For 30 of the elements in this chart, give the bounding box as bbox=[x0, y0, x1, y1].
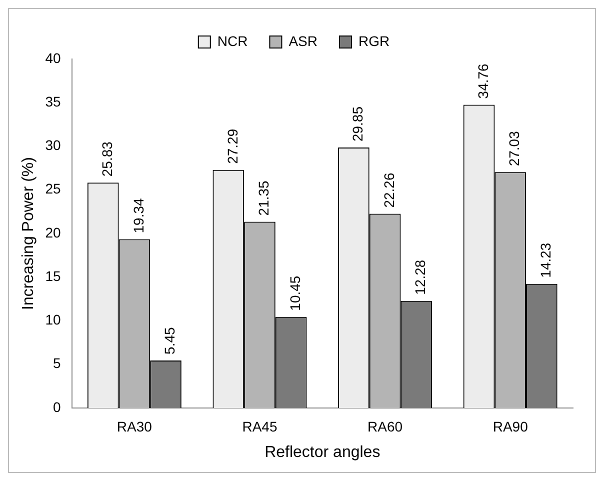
x-tick-label: RA45 bbox=[242, 418, 278, 434]
y-tick-label: 15 bbox=[45, 268, 61, 284]
y-tick-label: 0 bbox=[52, 398, 61, 415]
data-label: 12.28 bbox=[412, 260, 428, 295]
y-tick-label: 10 bbox=[45, 312, 61, 328]
data-label: 19.34 bbox=[130, 198, 146, 234]
data-label: 34.76 bbox=[474, 63, 491, 99]
data-label: 27.03 bbox=[506, 130, 522, 166]
x-tick-label: RA90 bbox=[492, 418, 528, 434]
data-label: 25.83 bbox=[98, 141, 115, 177]
y-tick-label: 30 bbox=[45, 137, 61, 154]
legend-label: ASR bbox=[288, 32, 318, 49]
y-tick-label: 25 bbox=[45, 180, 61, 197]
x-axis-title: Reflector angles bbox=[264, 444, 380, 461]
data-label: 27.29 bbox=[224, 128, 240, 164]
data-label: 29.85 bbox=[350, 106, 366, 142]
y-tick-label: 40 bbox=[45, 50, 61, 66]
y-tick-label: 35 bbox=[45, 93, 61, 110]
data-label: 14.23 bbox=[538, 242, 554, 278]
data-label: 5.45 bbox=[162, 326, 178, 354]
data-label: 10.45 bbox=[286, 276, 303, 311]
x-tick-label: RA60 bbox=[368, 418, 403, 434]
legend-label: RGR bbox=[358, 32, 390, 49]
data-label: 21.35 bbox=[256, 180, 272, 216]
y-tick-label: 20 bbox=[45, 224, 61, 240]
data-label: 22.26 bbox=[380, 172, 397, 208]
y-tick-label: 5 bbox=[52, 355, 61, 372]
y-axis-title: Increasing Power (%) bbox=[20, 157, 38, 310]
legend-label: NCR bbox=[217, 32, 248, 49]
x-tick-label: RA30 bbox=[116, 418, 152, 434]
